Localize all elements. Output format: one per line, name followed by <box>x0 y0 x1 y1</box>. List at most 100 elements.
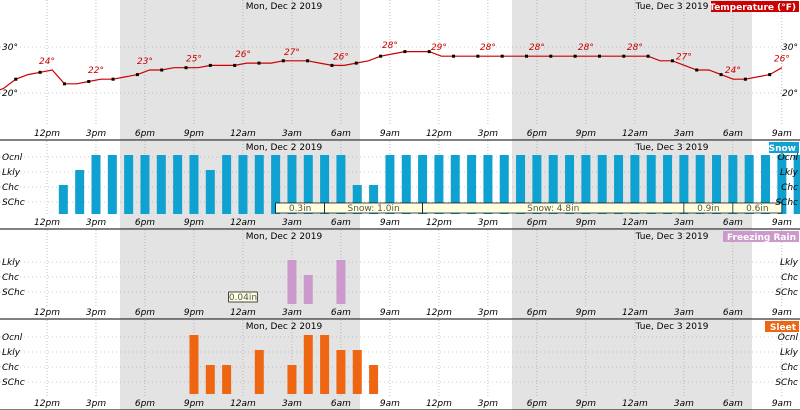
sleet-bar <box>205 365 215 394</box>
y-tick-label-right: 30° <box>782 43 798 53</box>
date-label-day2: Tue, Dec 3 2019 <box>635 2 709 12</box>
snow-bar <box>581 155 591 214</box>
temperature-value-label: 24° <box>39 57 55 67</box>
date-label-day2: Tue, Dec 3 2019 <box>635 143 709 153</box>
snow-bar <box>597 155 607 214</box>
temperature-value-label: 26° <box>333 52 349 62</box>
temperature-point <box>573 54 577 58</box>
temperature-point <box>476 54 480 58</box>
temperature-point <box>622 54 626 58</box>
snow-accumulation-label: Snow: 1.0in <box>347 204 399 214</box>
x-tick-label: 9am <box>772 129 792 139</box>
temperature-point <box>500 54 504 58</box>
y-tick-label-left: Lkly <box>2 168 21 178</box>
date-label-day1: Mon, Dec 2 2019 <box>246 2 323 12</box>
snow-bar <box>744 155 754 214</box>
temperature-point <box>330 63 334 67</box>
y-tick-label-right: SChc <box>775 288 798 298</box>
temperature-point <box>549 54 553 58</box>
temperature-point <box>743 77 747 81</box>
x-tick-label: 6am <box>331 218 351 228</box>
y-tick-label-right: Lkly <box>780 168 799 178</box>
snow-bar <box>91 155 101 214</box>
temperature-point <box>597 54 601 58</box>
snow-bar <box>516 155 526 214</box>
date-label-day2: Tue, Dec 3 2019 <box>635 322 709 332</box>
snow-bar <box>124 155 134 214</box>
panel-title: Temperature (°F) <box>709 3 796 13</box>
temperature-point <box>354 61 358 65</box>
snow-bar <box>271 155 281 214</box>
temperature-value-label: 29° <box>431 43 447 53</box>
y-tick-label-right: Chc <box>781 363 798 373</box>
snow-bar <box>189 155 199 214</box>
snow-bar <box>483 155 493 214</box>
temperature-value-label: 24° <box>725 66 741 76</box>
temperature-point <box>403 50 407 54</box>
x-tick-label: 3pm <box>478 308 498 318</box>
x-tick-label: 3pm <box>86 308 106 318</box>
x-tick-label: 3pm <box>86 218 106 228</box>
snow-bar <box>467 155 477 214</box>
snow-bar <box>352 185 362 214</box>
temperature-value-label: 26° <box>774 55 790 65</box>
x-tick-label: 9pm <box>576 129 596 139</box>
x-tick-label: 6pm <box>135 399 155 409</box>
temperature-value-label: 27° <box>676 52 692 62</box>
x-tick-label: 12pm <box>34 308 60 318</box>
temperature-point <box>646 54 650 58</box>
y-tick-label-left: Chc <box>2 273 19 283</box>
temperature-point <box>14 77 18 81</box>
snow-bar <box>418 155 428 214</box>
temperature-point <box>379 54 383 58</box>
x-tick-label: 9pm <box>184 399 204 409</box>
panel-title-badge <box>723 231 799 242</box>
x-tick-label: 3pm <box>478 399 498 409</box>
night-shade <box>512 230 752 319</box>
y-tick-label-left: Ocnl <box>2 333 23 343</box>
x-tick-label: 12am <box>622 129 648 139</box>
y-tick-label-left: Lkly <box>2 348 21 358</box>
sleet-bar <box>222 365 232 394</box>
y-tick-label-right: SChc <box>775 198 798 208</box>
temperature-point <box>427 50 431 54</box>
temperature-line <box>0 50 783 91</box>
snow-bar <box>614 155 624 214</box>
temperature-point <box>257 61 261 65</box>
snow-bar <box>532 155 542 214</box>
y-tick-label-left: Chc <box>2 363 19 373</box>
sleet-bar <box>189 335 199 394</box>
temperature-point <box>208 63 212 67</box>
x-tick-label: 9pm <box>576 308 596 318</box>
snow-bar <box>646 155 656 214</box>
y-tick-label-right: Lkly <box>780 348 799 358</box>
snow-bar <box>761 155 771 214</box>
temperature-point <box>62 82 66 86</box>
snow-bar <box>58 185 68 214</box>
snow-bar <box>663 155 673 214</box>
freezing-rain-bar <box>303 275 313 304</box>
x-tick-label: 9am <box>772 399 792 409</box>
x-tick-label: 9am <box>772 308 792 318</box>
freezing-rain-accumulation-label: 0.04in <box>229 293 257 303</box>
x-tick-label: 12pm <box>426 308 452 318</box>
x-tick-label: 9am <box>772 218 792 228</box>
x-tick-label: 3am <box>282 129 302 139</box>
x-tick-label: 12am <box>622 308 648 318</box>
x-tick-label: 6am <box>331 399 351 409</box>
temperature-point <box>281 59 285 63</box>
panel-title: Sleet <box>770 323 797 333</box>
x-tick-label: 9am <box>380 308 400 318</box>
x-tick-label: 9am <box>380 218 400 228</box>
x-tick-label: 12pm <box>34 218 60 228</box>
x-tick-label: 6pm <box>527 129 547 139</box>
x-tick-label: 9pm <box>184 308 204 318</box>
temperature-point <box>87 80 91 83</box>
temperature-point <box>670 59 674 63</box>
temperature-point <box>768 73 772 77</box>
y-tick-label-left: 20° <box>2 89 18 99</box>
snow-bar <box>287 155 297 214</box>
y-tick-label-right: Lkly <box>780 258 799 268</box>
snow-bar <box>173 155 183 214</box>
temperature-point <box>695 68 699 72</box>
